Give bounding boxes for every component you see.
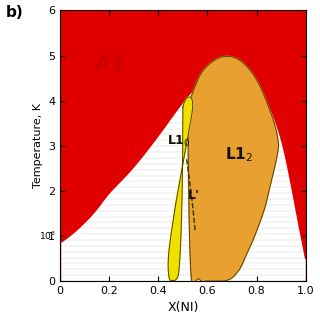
X-axis label: X(NI): X(NI) [167,301,199,315]
Polygon shape [168,97,193,281]
Text: L1$_0$: L1$_0$ [167,134,191,149]
Text: b): b) [6,5,24,20]
Text: L1$_2$: L1$_2$ [225,145,253,164]
Text: L': L' [188,189,200,202]
Text: 10$^3$: 10$^3$ [39,230,56,242]
Polygon shape [188,56,279,289]
Polygon shape [60,11,306,281]
Text: A1: A1 [94,55,124,75]
Y-axis label: Temperature, K: Temperature, K [33,103,43,188]
